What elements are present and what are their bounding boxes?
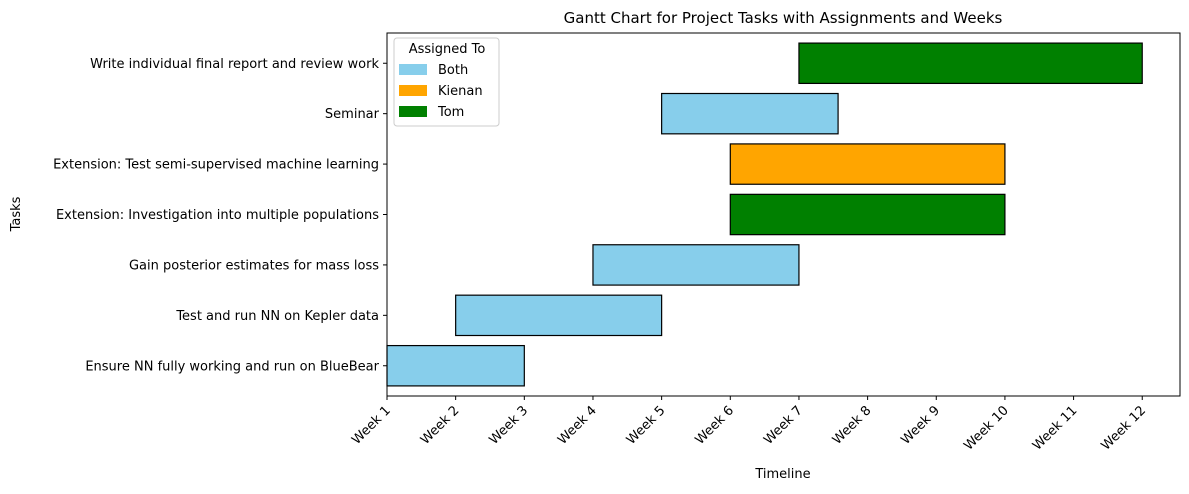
gantt-bar [455,294,663,337]
x-ticks: Week 1 Week 2 Week 3 Week 4 Week 5 Week 6 Week… [349,396,1149,454]
gantt-bar [386,344,525,387]
y-tick-label: Extension: Test semi-supervised machine … [53,158,379,173]
x-tick-label: Week 5 [624,403,669,448]
legend-label: Both [438,63,468,78]
legend-swatch [399,64,427,75]
gantt-bar [729,143,1006,185]
x-tick-label: Week 10 [961,403,1011,453]
y-tick-label: Seminar [325,107,380,122]
y-axis-label: Tasks [9,196,24,232]
legend-box [393,37,500,127]
x-tick-label: Week 7 [761,403,806,448]
x-tick-label: Week 6 [693,403,738,448]
legend-label: Kienan [438,84,483,99]
x-tick-label: Week 2 [418,403,463,448]
x-tick-label: Week 12 [1099,403,1149,453]
x-tick-label: Week 1 [349,403,394,448]
x-tick-label: Week 9 [899,403,944,448]
legend-swatch [399,85,427,96]
legend: Assigned To Both Kienan Tom [393,37,500,127]
y-ticks: Ensure NN fully working and run on BlueB… [53,57,387,374]
x-tick-label: Week 11 [1030,403,1080,453]
chart-title: Gantt Chart for Project Tasks with Assig… [564,9,1003,27]
gantt-bar [798,42,1143,85]
legend-title: Assigned To [409,42,486,57]
gantt-bar [661,92,839,135]
x-tick-label: Week 3 [487,403,532,448]
y-tick-label: Extension: Investigation into multiple p… [56,208,379,223]
legend-swatch [399,106,427,117]
bars-layer [386,42,1143,387]
y-tick-label: Test and run NN on Kepler data [175,309,379,324]
legend-label: Tom [437,105,464,120]
y-tick-label: Gain posterior estimates for mass loss [129,258,379,273]
y-tick-label: Ensure NN fully working and run on BlueB… [85,359,379,374]
x-tick-label: Week 4 [555,403,600,448]
gantt-bar [729,193,1006,236]
gantt-bar [592,244,800,286]
y-tick-label: Write individual final report and review… [90,57,379,72]
x-axis-label: Timeline [754,467,810,482]
x-tick-label: Week 8 [830,403,875,448]
